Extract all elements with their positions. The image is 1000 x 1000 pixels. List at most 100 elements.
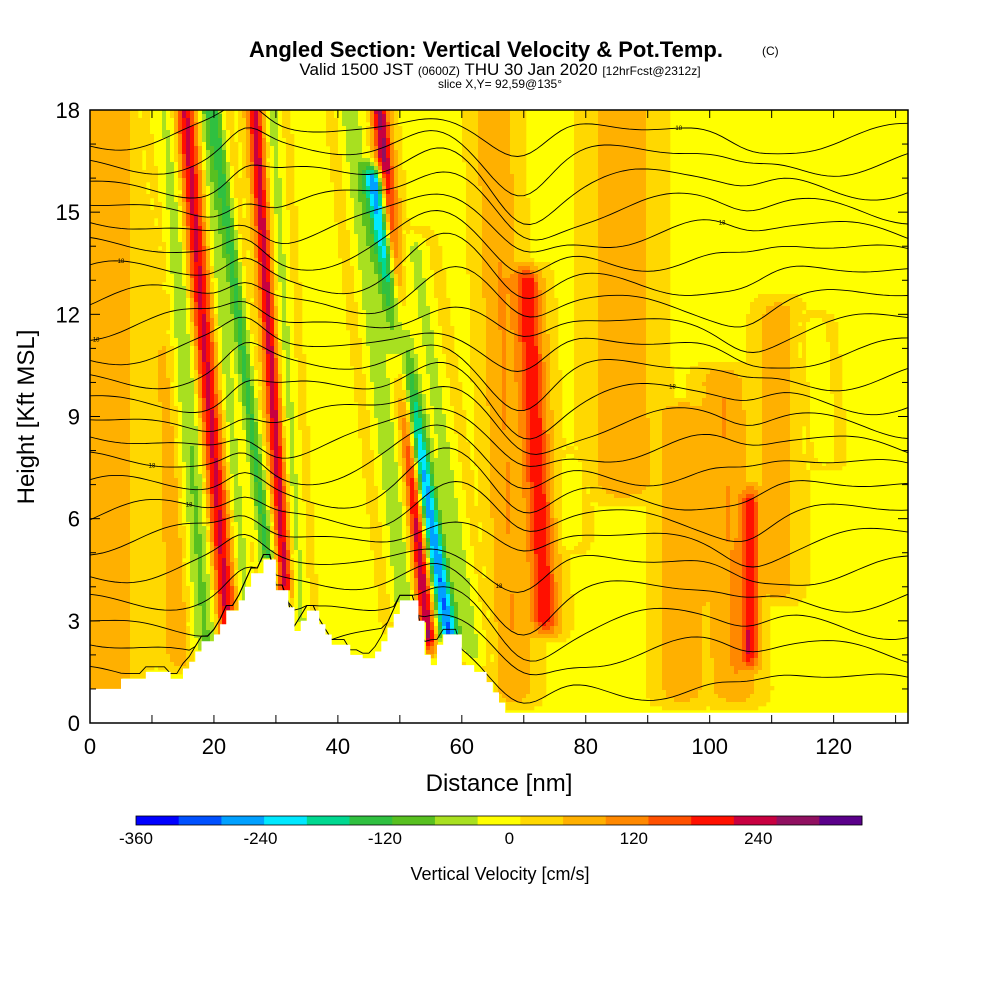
velocity-cell — [94, 570, 98, 574]
velocity-cell — [106, 526, 110, 530]
velocity-cell — [194, 390, 198, 394]
velocity-cell — [110, 154, 114, 158]
velocity-cell — [178, 418, 182, 422]
velocity-cell — [166, 254, 170, 258]
velocity-cell — [94, 170, 98, 174]
velocity-cell — [182, 634, 186, 638]
velocity-cell — [114, 450, 118, 454]
velocity-cell — [230, 306, 234, 310]
velocity-cell — [130, 166, 134, 170]
velocity-cell — [94, 274, 98, 278]
velocity-cell — [206, 394, 210, 398]
velocity-cell — [114, 142, 118, 146]
velocity-cell — [142, 134, 146, 138]
velocity-cell — [130, 494, 134, 498]
velocity-cell — [158, 602, 162, 606]
velocity-cell — [222, 314, 226, 318]
velocity-cell — [142, 314, 146, 318]
velocity-cell — [126, 282, 130, 286]
velocity-cell — [170, 542, 174, 546]
velocity-cell — [114, 638, 118, 642]
velocity-cell — [234, 154, 238, 158]
velocity-cell — [146, 158, 150, 162]
velocity-cell — [122, 354, 126, 358]
velocity-cell — [150, 134, 154, 138]
velocity-cell — [182, 446, 186, 450]
velocity-cell — [158, 142, 162, 146]
velocity-cell — [102, 190, 106, 194]
velocity-cell — [138, 434, 142, 438]
velocity-cell — [154, 318, 158, 322]
velocity-cell — [122, 230, 126, 234]
velocity-cell — [130, 138, 134, 142]
velocity-cell — [166, 290, 170, 294]
velocity-cell — [110, 190, 114, 194]
velocity-cell — [162, 426, 166, 430]
velocity-cell — [154, 270, 158, 274]
velocity-cell — [110, 258, 114, 262]
velocity-cell — [126, 186, 130, 190]
velocity-cell — [146, 582, 150, 586]
velocity-cell — [170, 618, 174, 622]
velocity-cell — [142, 338, 146, 342]
velocity-cell — [106, 250, 110, 254]
velocity-cell — [106, 486, 110, 490]
velocity-cell — [162, 290, 166, 294]
velocity-cell — [162, 130, 166, 134]
velocity-cell — [150, 534, 154, 538]
velocity-cell — [122, 570, 126, 574]
velocity-cell — [194, 238, 198, 242]
velocity-cell — [94, 226, 98, 230]
velocity-cell — [158, 186, 162, 190]
velocity-cell — [210, 542, 214, 546]
velocity-cell — [142, 302, 146, 306]
velocity-cell — [126, 226, 130, 230]
velocity-cell — [122, 610, 126, 614]
velocity-cell — [186, 458, 190, 462]
velocity-cell — [118, 558, 122, 562]
velocity-cell — [98, 626, 102, 630]
velocity-cell — [198, 562, 202, 566]
velocity-cell — [218, 126, 222, 130]
velocity-cell — [142, 406, 146, 410]
velocity-cell — [150, 574, 154, 578]
velocity-cell — [154, 362, 158, 366]
velocity-cell — [198, 370, 202, 374]
velocity-cell — [206, 538, 210, 542]
velocity-cell — [190, 306, 194, 310]
velocity-cell — [186, 294, 190, 298]
velocity-cell — [98, 322, 102, 326]
velocity-cell — [134, 198, 138, 202]
velocity-cell — [226, 442, 230, 446]
velocity-cell — [190, 366, 194, 370]
velocity-cell — [142, 202, 146, 206]
velocity-cell — [110, 350, 114, 354]
velocity-cell — [158, 362, 162, 366]
velocity-cell — [94, 330, 98, 334]
velocity-cell — [114, 482, 118, 486]
velocity-cell — [174, 370, 178, 374]
velocity-cell — [146, 414, 150, 418]
velocity-cell — [114, 266, 118, 270]
velocity-cell — [138, 582, 142, 586]
velocity-cell — [102, 262, 106, 266]
velocity-cell — [190, 446, 194, 450]
velocity-cell — [134, 290, 138, 294]
velocity-cell — [166, 214, 170, 218]
velocity-cell — [162, 238, 166, 242]
velocity-cell — [162, 554, 166, 558]
velocity-cell — [202, 310, 206, 314]
velocity-cell — [122, 370, 126, 374]
velocity-cell — [150, 194, 154, 198]
velocity-cell — [102, 566, 106, 570]
velocity-cell — [126, 418, 130, 422]
velocity-cell — [194, 466, 198, 470]
velocity-cell — [102, 338, 106, 342]
velocity-cell — [154, 534, 158, 538]
velocity-cell — [118, 366, 122, 370]
velocity-cell — [130, 218, 134, 222]
velocity-cell — [146, 302, 150, 306]
velocity-cell — [106, 374, 110, 378]
velocity-cell — [158, 554, 162, 558]
velocity-cell — [190, 346, 194, 350]
